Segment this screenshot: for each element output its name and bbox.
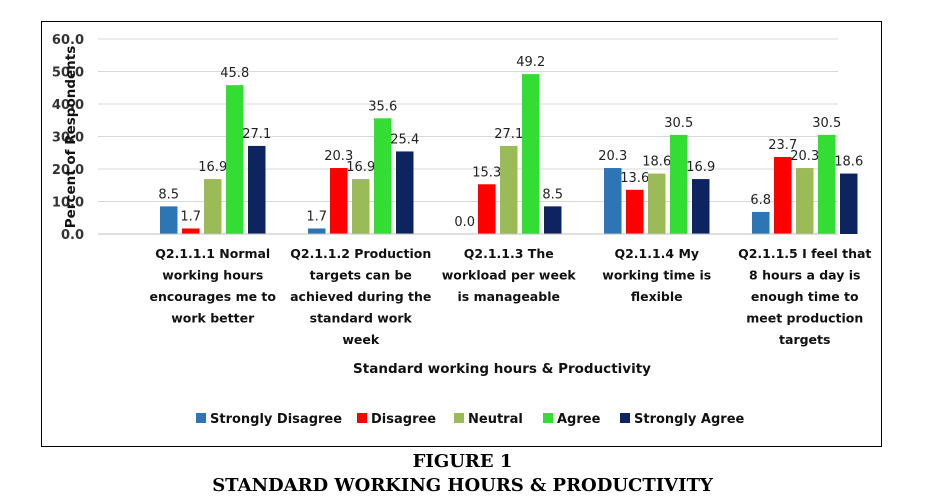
bar <box>818 134 836 234</box>
category-label: meet production <box>746 311 863 326</box>
data-label: 20.3 <box>324 149 353 164</box>
y-tick-label: 60.0 <box>52 33 84 48</box>
data-label: 20.3 <box>598 149 627 164</box>
bar <box>248 145 266 234</box>
legend-swatch <box>196 413 206 423</box>
bar <box>374 118 392 234</box>
bar <box>478 184 496 234</box>
data-label: 8.5 <box>542 187 563 202</box>
legend-swatch <box>454 413 464 423</box>
figure-title: STANDARD WORKING HOURS & PRODUCTIVITY <box>212 475 713 496</box>
y-tick-label: 20.0 <box>52 163 84 178</box>
category-label: Q2.1.1.1 Normal <box>155 246 270 261</box>
y-axis-title: Percent of Respondents <box>63 46 79 229</box>
data-label: 27.1 <box>494 127 523 142</box>
bar <box>204 179 222 234</box>
data-label: 23.7 <box>768 138 797 153</box>
category-label: standard work <box>310 311 413 326</box>
data-label: 35.6 <box>368 99 397 114</box>
data-label: 18.6 <box>642 155 671 170</box>
data-label: 6.8 <box>750 193 771 208</box>
data-label: 13.6 <box>620 171 649 186</box>
bar <box>604 168 622 234</box>
figure-number: FIGURE 1 <box>412 451 513 472</box>
data-label: 45.8 <box>220 66 249 81</box>
category-label: working hours <box>162 268 263 283</box>
bar <box>544 206 562 234</box>
data-label: 30.5 <box>812 116 841 131</box>
data-label: 1.7 <box>306 209 327 224</box>
legend-label: Strongly Agree <box>634 412 745 427</box>
bar <box>692 179 710 234</box>
chart-frame: 0.0 10.0 20.0 30.0 40.0 50.0 60.0 Percent of Re… <box>41 21 882 447</box>
bar <box>670 134 688 234</box>
bar <box>226 85 244 235</box>
y-tick-label: 10.0 <box>52 196 84 211</box>
legend-label: Disagree <box>371 412 436 427</box>
bar <box>796 168 814 234</box>
bar <box>308 228 326 234</box>
legend-label: Neutral <box>468 412 523 427</box>
category-label: encourages me to <box>149 289 276 304</box>
data-label: 8.5 <box>158 187 179 202</box>
y-tick-label: 40.0 <box>52 98 84 113</box>
data-label: 15.3 <box>472 165 501 180</box>
category-label: targets <box>779 332 830 347</box>
bar <box>840 173 858 234</box>
bar <box>774 156 792 234</box>
category-label: is manageable <box>458 289 560 304</box>
bar <box>648 173 666 234</box>
category-label: Q2.1.1.5 I feel that <box>738 246 871 261</box>
bar <box>522 74 540 234</box>
legend-label: Agree <box>557 412 601 427</box>
legend-swatch <box>543 413 553 423</box>
bar <box>626 189 644 234</box>
x-axis-title: Standard working hours & Productivity <box>353 361 651 377</box>
data-label: 27.1 <box>242 127 271 142</box>
data-label: 18.6 <box>834 155 863 170</box>
category-label: work better <box>171 311 255 326</box>
category-label: Q2.1.1.4 My <box>614 246 699 261</box>
category-label: targets can be <box>310 268 412 283</box>
data-label: 1.7 <box>180 209 201 224</box>
data-label: 16.9 <box>686 160 715 175</box>
data-label: 20.3 <box>790 149 819 164</box>
bar <box>500 145 518 234</box>
category-label: flexible <box>631 289 683 304</box>
data-label: 25.4 <box>390 132 419 147</box>
category-label: Q2.1.1.3 The <box>464 246 554 261</box>
legend-swatch <box>620 413 630 423</box>
category-label: Q2.1.1.2 Production <box>290 246 431 261</box>
bar <box>752 211 770 234</box>
y-tick-label: 50.0 <box>52 66 84 81</box>
category-label: working time is <box>602 268 711 283</box>
bar <box>330 168 348 234</box>
legend-swatch <box>357 413 367 423</box>
bar <box>182 228 200 234</box>
bar <box>160 206 178 234</box>
data-label: 30.5 <box>664 116 693 131</box>
data-label: 49.2 <box>516 55 545 70</box>
category-label: enough time to <box>751 289 859 304</box>
data-label: 0.0 <box>454 215 475 230</box>
data-label: 16.9 <box>346 160 375 175</box>
legend-label: Strongly Disagree <box>210 412 342 427</box>
y-tick-label: 0.0 <box>61 228 84 243</box>
bar <box>352 179 370 234</box>
category-label: 8 hours a day is <box>749 268 860 283</box>
bar <box>396 151 414 234</box>
y-tick-label: 30.0 <box>52 131 84 146</box>
category-label: week <box>342 332 380 347</box>
category-label: workload per week <box>442 268 577 283</box>
data-label: 16.9 <box>198 160 227 175</box>
category-label: achieved during the <box>290 289 431 304</box>
